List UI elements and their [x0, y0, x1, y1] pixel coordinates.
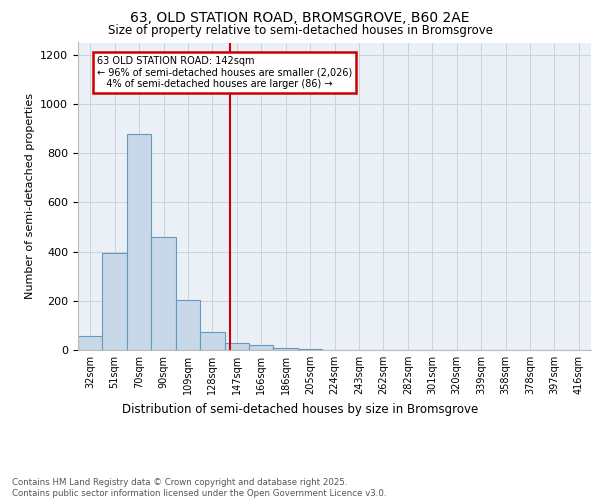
- Bar: [78, 336, 103, 350]
- Text: Contains HM Land Registry data © Crown copyright and database right 2025.
Contai: Contains HM Land Registry data © Crown c…: [12, 478, 386, 498]
- Bar: [103, 253, 127, 350]
- Text: 63, OLD STATION ROAD, BROMSGROVE, B60 2AE: 63, OLD STATION ROAD, BROMSGROVE, B60 2A…: [130, 11, 470, 25]
- Text: Distribution of semi-detached houses by size in Bromsgrove: Distribution of semi-detached houses by …: [122, 402, 478, 415]
- Bar: [249, 345, 274, 350]
- Bar: [176, 300, 200, 350]
- Y-axis label: Number of semi-detached properties: Number of semi-detached properties: [25, 93, 35, 299]
- Bar: [298, 349, 322, 350]
- Bar: [127, 134, 151, 350]
- Bar: [151, 237, 176, 350]
- Bar: [274, 348, 298, 350]
- Bar: [200, 332, 224, 350]
- Text: Size of property relative to semi-detached houses in Bromsgrove: Size of property relative to semi-detach…: [107, 24, 493, 37]
- Bar: [224, 342, 249, 350]
- Text: 63 OLD STATION ROAD: 142sqm
← 96% of semi-detached houses are smaller (2,026)
  : 63 OLD STATION ROAD: 142sqm ← 96% of sem…: [97, 56, 352, 89]
